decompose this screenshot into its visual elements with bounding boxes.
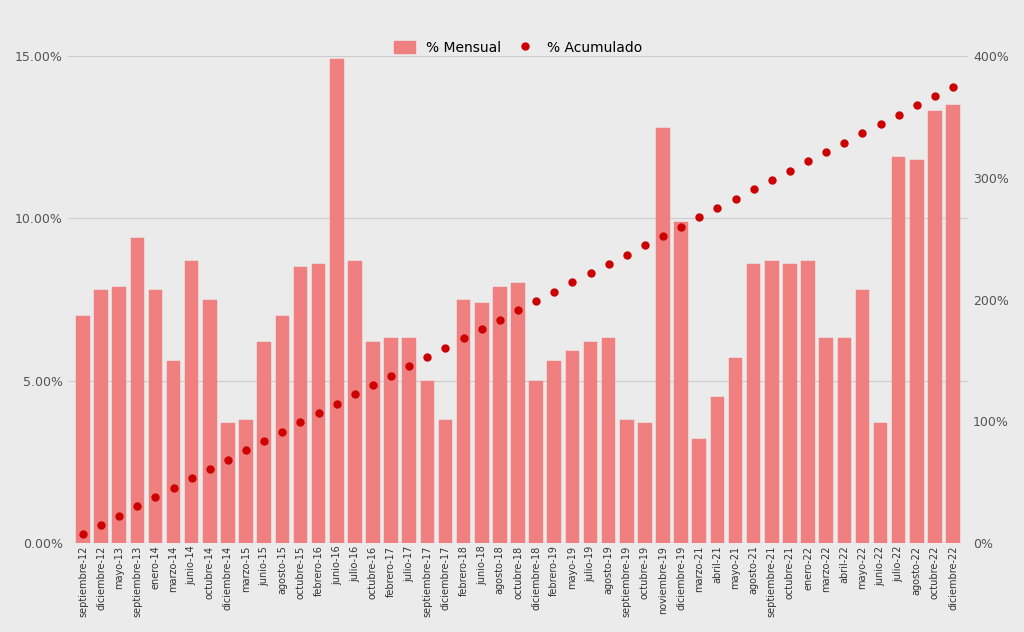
Bar <box>584 342 597 543</box>
Bar <box>384 339 398 543</box>
Bar <box>311 264 326 543</box>
Bar <box>94 290 108 543</box>
Bar <box>565 351 580 543</box>
Bar <box>856 290 869 543</box>
Bar <box>602 339 615 543</box>
Bar <box>130 238 144 543</box>
Bar <box>113 286 126 543</box>
Bar <box>819 339 833 543</box>
Bar <box>438 420 453 543</box>
Bar <box>275 316 289 543</box>
Bar <box>494 286 507 543</box>
Bar <box>257 342 271 543</box>
Bar <box>548 361 561 543</box>
Bar <box>402 339 416 543</box>
Bar <box>475 303 488 543</box>
Bar <box>185 260 199 543</box>
Bar <box>692 439 707 543</box>
Bar <box>801 260 815 543</box>
Bar <box>457 300 470 543</box>
Bar <box>221 423 234 543</box>
Bar <box>294 267 307 543</box>
Bar <box>946 105 959 543</box>
Bar <box>910 160 924 543</box>
Bar <box>746 264 761 543</box>
Bar <box>675 222 688 543</box>
Legend: % Mensual, % Acumulado: % Mensual, % Acumulado <box>387 34 649 62</box>
Bar <box>765 260 778 543</box>
Bar <box>148 290 162 543</box>
Bar <box>529 380 543 543</box>
Bar <box>76 316 90 543</box>
Bar <box>167 361 180 543</box>
Bar <box>638 423 651 543</box>
Bar <box>421 380 434 543</box>
Bar <box>711 397 724 543</box>
Bar <box>729 358 742 543</box>
Bar <box>330 59 343 543</box>
Bar <box>203 300 217 543</box>
Bar <box>367 342 380 543</box>
Bar <box>838 339 851 543</box>
Bar <box>656 128 670 543</box>
Bar <box>873 423 888 543</box>
Bar <box>928 111 942 543</box>
Bar <box>348 260 361 543</box>
Bar <box>511 283 524 543</box>
Bar <box>240 420 253 543</box>
Bar <box>783 264 797 543</box>
Bar <box>892 157 905 543</box>
Bar <box>620 420 634 543</box>
